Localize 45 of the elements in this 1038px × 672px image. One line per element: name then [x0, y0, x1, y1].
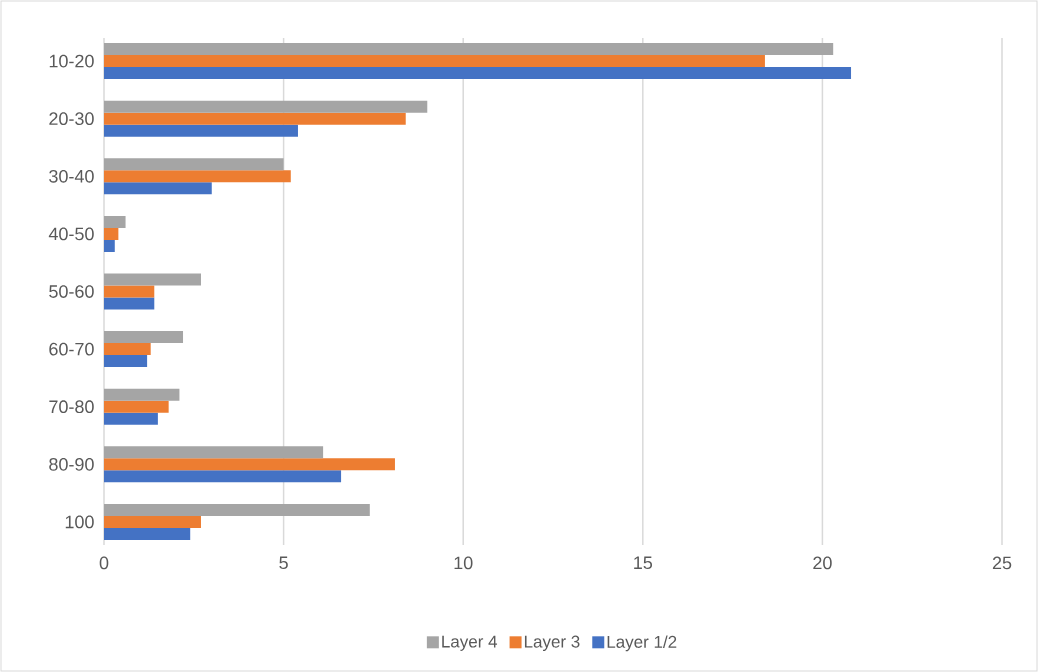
y-tick-label: 30-40: [49, 169, 94, 183]
bar: [104, 170, 291, 183]
x-tick-label: 0: [99, 556, 109, 570]
bar: [104, 331, 184, 344]
bar: [104, 503, 370, 516]
bar: [104, 100, 428, 113]
y-tick-label: 20-30: [49, 112, 94, 126]
bar: [104, 215, 126, 228]
legend-label: Layer 1/2: [607, 635, 677, 652]
bar: [104, 239, 115, 252]
legend-label: Layer 3: [524, 635, 580, 652]
y-tick-label: 70-80: [49, 400, 94, 414]
bar: [104, 158, 284, 171]
bar: [104, 343, 151, 356]
legend-label: Layer 4: [442, 635, 498, 651]
bar: [104, 112, 406, 125]
y-tick-label: 60-70: [49, 342, 94, 356]
bar: [104, 227, 119, 240]
y-tick-label: 10-20: [49, 54, 94, 68]
bar: [104, 55, 765, 68]
bar: [104, 43, 834, 56]
bar: [104, 355, 148, 368]
bar: [104, 285, 155, 298]
x-tick-label: 25: [992, 556, 1012, 570]
y-tick-label: 50-60: [49, 285, 94, 298]
x-tick-label: 20: [813, 556, 832, 570]
y-tick-label: 100: [65, 515, 94, 529]
x-tick-label: 10: [454, 556, 473, 570]
bar: [104, 273, 201, 286]
bar: [104, 515, 201, 528]
bar: [104, 124, 298, 137]
bar: [104, 470, 342, 483]
bar: [104, 446, 324, 459]
bar: [104, 412, 158, 425]
x-tick-label: 5: [279, 556, 288, 570]
y-tick-label: 80-90: [49, 457, 94, 471]
bar: [104, 458, 395, 471]
y-tick-label: 40-50: [48, 227, 94, 241]
bar: [104, 297, 155, 310]
bar: [104, 182, 212, 195]
bar: [104, 388, 180, 401]
bar: [104, 527, 191, 540]
bar: [104, 67, 852, 80]
bar: [104, 400, 169, 413]
x-tick-label: 15: [634, 556, 653, 570]
